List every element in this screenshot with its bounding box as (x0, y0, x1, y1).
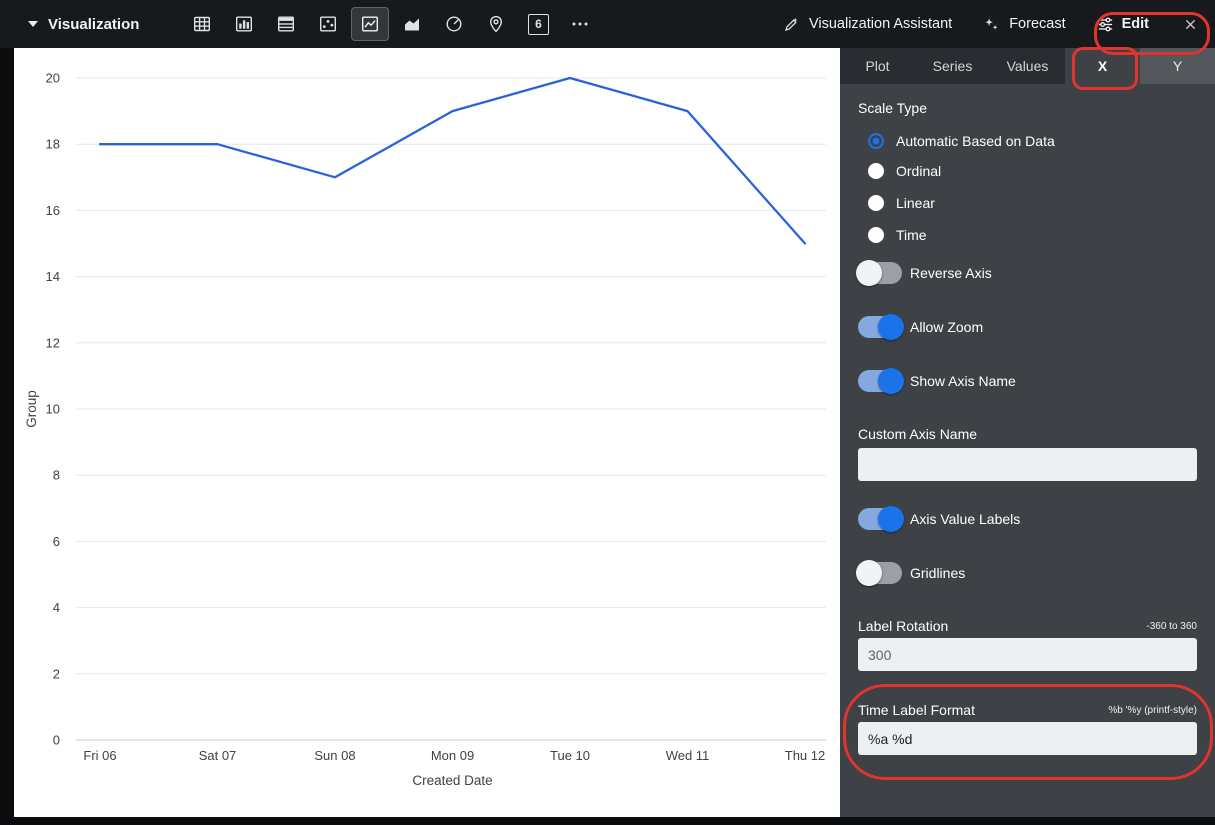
radio-ordinal-label: Ordinal (896, 163, 942, 179)
reverse-axis-toggle[interactable] (856, 260, 902, 286)
gridlines-row: Gridlines (856, 559, 966, 587)
label-rotation-input[interactable] (858, 638, 1197, 671)
svg-text:8: 8 (53, 468, 60, 483)
axis-value-labels-toggle[interactable] (858, 506, 904, 532)
svg-text:Thu 12: Thu 12 (785, 748, 825, 763)
gridlines-toggle[interactable] (856, 560, 902, 586)
svg-text:Sun 08: Sun 08 (314, 748, 355, 763)
forecast-label: Forecast (1009, 16, 1066, 32)
allow-zoom-label: Allow Zoom (910, 319, 984, 335)
table-chart-icon[interactable] (183, 7, 221, 41)
svg-text:4: 4 (53, 600, 60, 615)
label-rotation-label: Label Rotation (858, 618, 949, 634)
svg-text:10: 10 (46, 402, 60, 417)
svg-text:6: 6 (53, 534, 60, 549)
axis-value-labels-row: Axis Value Labels (858, 505, 1020, 533)
svg-text:Sat 07: Sat 07 (199, 748, 237, 763)
forecast-button[interactable]: Forecast (982, 15, 1066, 34)
radio-ordinal[interactable]: Ordinal (868, 162, 941, 180)
custom-axis-name-label: Custom Axis Name (858, 426, 978, 442)
more-options-icon[interactable] (561, 7, 599, 41)
tab-series[interactable]: Series (932, 58, 973, 74)
map-pin-icon[interactable] (477, 7, 515, 41)
single-value-icon-text: 6 (527, 13, 549, 35)
toolbar-actions: Visualization Assistant Forecast Edit (782, 13, 1201, 35)
visualization-assistant-label: Visualization Assistant (808, 16, 953, 32)
svg-text:12: 12 (46, 335, 60, 350)
line-chart-icon[interactable] (351, 7, 390, 41)
edit-panel: Plot Series Values X Y Scale Type Automa… (840, 48, 1215, 817)
svg-text:14: 14 (46, 269, 60, 284)
show-axis-name-label: Show Axis Name (910, 373, 1016, 389)
show-axis-name-toggle[interactable] (858, 368, 904, 394)
single-value-icon[interactable]: 6 (519, 7, 557, 41)
time-label-format-label: Time Label Format (858, 702, 975, 718)
svg-text:Created Date: Created Date (412, 773, 492, 788)
dropdown-caret-icon (28, 21, 38, 27)
edit-button[interactable]: Edit (1096, 15, 1149, 34)
radio-automatic[interactable]: Automatic Based on Data (868, 132, 1055, 150)
svg-text:Mon 09: Mon 09 (431, 748, 474, 763)
svg-text:Group: Group (24, 390, 39, 428)
svg-text:16: 16 (46, 203, 60, 218)
radio-ordinal-icon[interactable] (868, 163, 884, 179)
scale-type-label: Scale Type (858, 100, 928, 116)
panel-tabbar: Plot Series Values X Y (840, 48, 1215, 84)
radio-linear-icon[interactable] (868, 195, 884, 211)
tab-values[interactable]: Values (1006, 58, 1049, 74)
tab-plot[interactable]: Plot (865, 58, 890, 74)
custom-axis-name-input[interactable] (858, 448, 1197, 481)
column-chart-icon[interactable] (225, 7, 263, 41)
reverse-axis-label: Reverse Axis (910, 265, 992, 281)
visualization-title: Visualization (48, 15, 140, 33)
allow-zoom-toggle[interactable] (858, 314, 904, 340)
svg-text:2: 2 (53, 666, 60, 681)
chart-canvas[interactable]: 0 2 4 6 8 10 12 14 16 18 20 Fri 06 Sat 07 Sun 08 Mon 0… (14, 48, 840, 817)
scatter-chart-icon[interactable] (309, 7, 347, 41)
reverse-axis-row: Reverse Axis (856, 259, 992, 287)
radio-automatic-icon[interactable] (868, 133, 884, 149)
time-label-format-hint: %b '%y (printf-style) (1108, 705, 1197, 716)
report-table-icon[interactable] (267, 7, 305, 41)
gridlines-label: Gridlines (910, 565, 966, 581)
sparkles-icon (985, 17, 998, 30)
svg-text:18: 18 (46, 137, 60, 152)
magic-pencil-icon (785, 17, 798, 31)
radio-time-label: Time (896, 227, 927, 243)
edit-label: Edit (1121, 16, 1149, 32)
radio-linear-label: Linear (896, 195, 935, 211)
time-label-format-input[interactable] (858, 722, 1197, 755)
tab-x[interactable]: X (1065, 48, 1140, 84)
tune-icon (1098, 17, 1112, 31)
visualization-menu[interactable]: Visualization (28, 16, 139, 33)
show-axis-name-row: Show Axis Name (858, 367, 1016, 395)
svg-text:Fri 06: Fri 06 (83, 748, 116, 763)
svg-text:0: 0 (53, 733, 60, 748)
allow-zoom-row: Allow Zoom (858, 313, 983, 341)
svg-text:Tue 10: Tue 10 (550, 748, 590, 763)
chart-type-picker: 6 (183, 7, 599, 41)
line-chart[interactable]: 0 2 4 6 8 10 12 14 16 18 20 Fri 06 Sat 07 Sun 08 Mon 0… (14, 48, 840, 822)
area-chart-icon[interactable] (393, 7, 431, 41)
radio-linear[interactable]: Linear (868, 194, 935, 212)
close-icon[interactable] (1179, 13, 1201, 35)
radio-automatic-label: Automatic Based on Data (896, 133, 1055, 149)
radio-time[interactable]: Time (868, 226, 927, 244)
toolbar: Visualization 6 (0, 0, 1215, 48)
tab-y[interactable]: Y (1140, 48, 1215, 84)
label-rotation-hint: -360 to 360 (1146, 621, 1197, 632)
svg-text:Wed 11: Wed 11 (666, 748, 710, 763)
visualization-assistant-button[interactable]: Visualization Assistant (782, 15, 952, 34)
pie-chart-icon[interactable] (435, 7, 473, 41)
axis-value-labels-label: Axis Value Labels (910, 511, 1021, 527)
radio-time-icon[interactable] (868, 227, 884, 243)
svg-text:20: 20 (46, 71, 60, 86)
main-content: 0 2 4 6 8 10 12 14 16 18 20 Fri 06 Sat 07 Sun 08 Mon 0… (14, 48, 1215, 817)
